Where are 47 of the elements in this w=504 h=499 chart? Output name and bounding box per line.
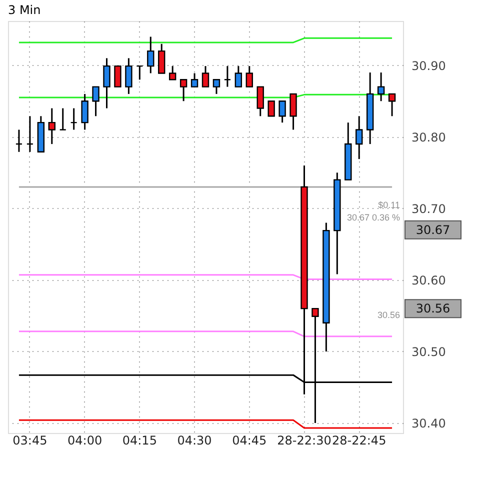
candlestick bbox=[15, 128, 23, 153]
candlestick bbox=[48, 108, 56, 145]
candlestick bbox=[81, 93, 88, 130]
x-tick-label: 04:30 bbox=[177, 434, 212, 448]
x-tick-label: 03:45 bbox=[12, 434, 48, 448]
candlestick bbox=[114, 65, 122, 88]
candlestick bbox=[158, 43, 166, 74]
y-tick-label: 30.60 bbox=[412, 273, 446, 288]
candlestick bbox=[92, 86, 100, 117]
chart-title: 3 Min bbox=[8, 3, 41, 17]
y-tick-label: 30.70 bbox=[412, 202, 446, 216]
y-tick-label: 30.90 bbox=[412, 58, 446, 73]
candlestick bbox=[268, 100, 275, 117]
candlestick bbox=[256, 86, 264, 117]
candlestick bbox=[234, 65, 242, 88]
candlestick bbox=[246, 65, 253, 88]
annotation: 30.67 0.36 % bbox=[346, 212, 400, 223]
candlestick bbox=[224, 65, 232, 88]
x-tick-label: 28-22:30 bbox=[277, 434, 332, 448]
candlestick bbox=[278, 100, 286, 124]
y-tick-label: 30.50 bbox=[412, 344, 446, 359]
candlestick bbox=[125, 57, 132, 95]
candlestick bbox=[59, 108, 66, 130]
candlestick bbox=[290, 93, 297, 130]
x-tick-label: 28-22:45 bbox=[332, 434, 386, 448]
candlestick bbox=[388, 93, 396, 117]
candlestick bbox=[356, 115, 363, 160]
candlestick bbox=[147, 36, 154, 74]
candlestick bbox=[26, 115, 34, 153]
y-tick-label: 30.80 bbox=[412, 130, 446, 144]
candlestick bbox=[136, 65, 144, 80]
x-tick-label: 04:00 bbox=[68, 434, 102, 448]
text: 30.67 bbox=[416, 222, 450, 237]
text: 30.56 bbox=[416, 302, 450, 316]
candlestick bbox=[202, 65, 210, 88]
candlestick bbox=[168, 65, 176, 80]
candlestick bbox=[70, 108, 78, 130]
annotation: $0.11 bbox=[378, 200, 400, 210]
x-tick-label: 04:45 bbox=[232, 434, 267, 448]
annotation: 30.56 bbox=[377, 310, 400, 320]
candlestick bbox=[180, 78, 188, 102]
candlestick bbox=[212, 78, 220, 95]
candlestick bbox=[377, 72, 385, 102]
x-tick-label: 04:15 bbox=[122, 434, 157, 448]
candlestick bbox=[190, 72, 198, 88]
candlestick bbox=[103, 57, 110, 110]
y-tick-label: 30.40 bbox=[412, 416, 446, 430]
